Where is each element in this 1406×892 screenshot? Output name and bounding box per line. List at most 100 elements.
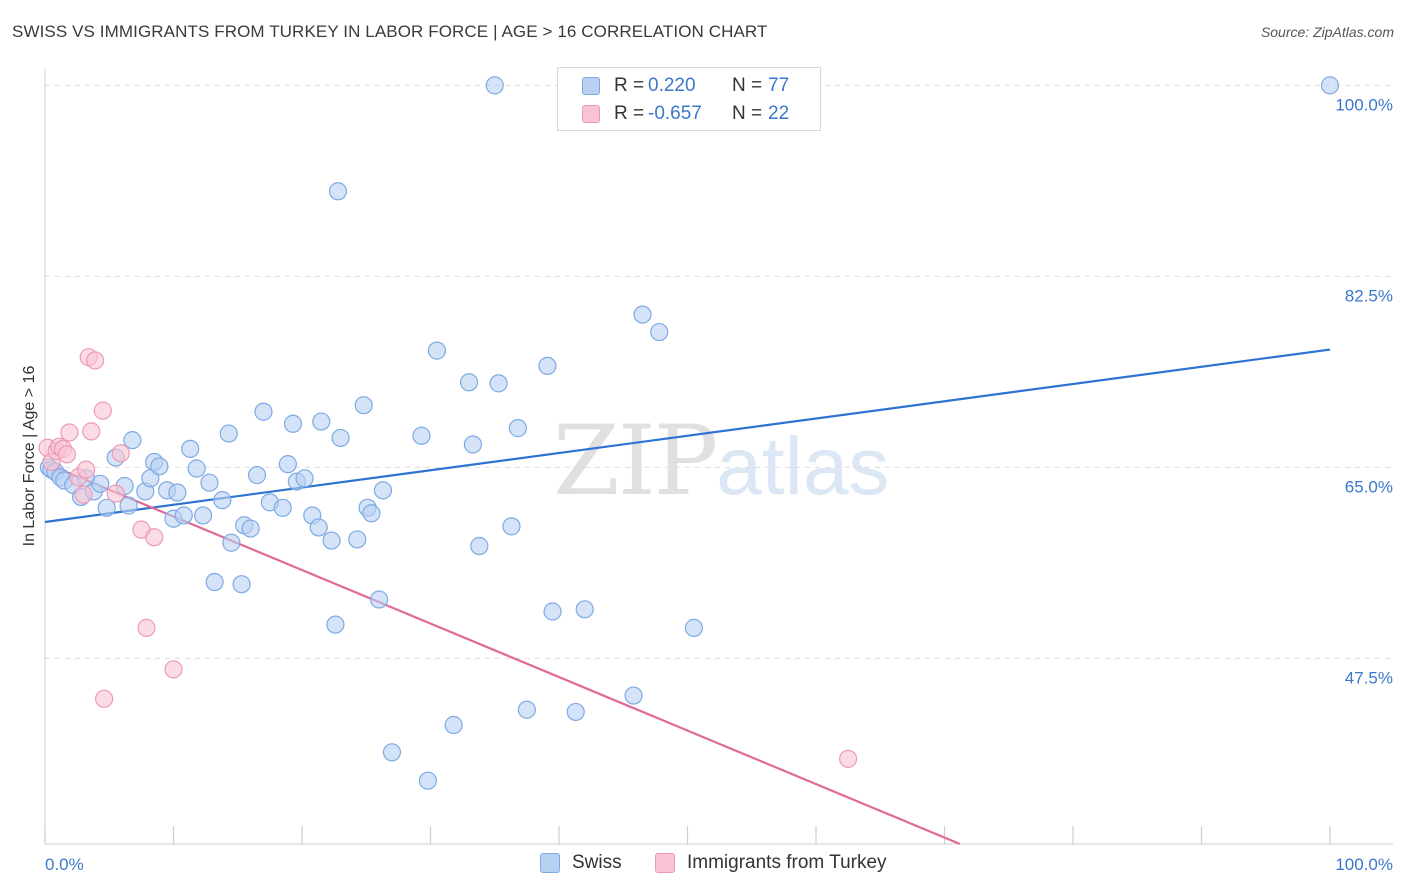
point-layer	[38, 76, 1340, 790]
swiss-point	[517, 700, 536, 719]
trend-layer	[44, 348, 1331, 846]
swiss-point	[150, 457, 169, 476]
y-tick-label: 65.0%	[1345, 477, 1393, 496]
swiss-point	[348, 530, 367, 549]
swiss-legend-swatch	[540, 853, 560, 873]
turkey-point	[57, 445, 76, 464]
swiss-trend-line	[44, 348, 1331, 524]
swiss-point	[633, 305, 652, 324]
swiss-point	[91, 474, 110, 493]
turkey-point	[74, 485, 93, 504]
swiss-point	[232, 575, 251, 594]
swiss-point	[459, 373, 479, 392]
swiss-point	[418, 771, 438, 790]
stats-legend-row-turkey: R = -0.657 N = 22	[582, 102, 789, 126]
turkey-point	[839, 749, 858, 768]
stats-legend-row-swiss: R = 0.220 N = 77	[582, 74, 789, 98]
swiss-point	[362, 504, 381, 523]
watermark-zip: ZIP	[553, 405, 718, 517]
turkey-point	[82, 422, 101, 441]
swiss-point	[508, 419, 527, 438]
legend-item-swiss[interactable]: Swiss	[540, 852, 622, 874]
swiss-point	[241, 519, 260, 538]
chart-title: SWISS VS IMMIGRANTS FROM TURKEY IN LABOR…	[12, 22, 768, 41]
axis-layer	[44, 69, 1393, 845]
stats-legend: R = 0.220 N = 77 R = -0.657 N = 22	[557, 67, 821, 131]
swiss-point	[331, 428, 350, 448]
turkey-point	[137, 618, 156, 637]
series-legend: Swiss Immigrants from Turkey	[0, 852, 1406, 878]
swiss-point	[222, 533, 241, 552]
turkey-point	[164, 660, 183, 679]
swiss-point	[119, 496, 138, 515]
r-label: R =	[614, 103, 645, 124]
turkey-point	[111, 444, 130, 463]
swiss-point	[1320, 76, 1340, 95]
turkey-trend-line	[44, 462, 961, 846]
y-axis-label: In Labor Force | Age > 16	[21, 365, 38, 547]
swiss-point	[174, 506, 193, 525]
n-value: 77	[768, 75, 790, 96]
swiss-point	[370, 590, 389, 609]
swiss-point	[373, 481, 393, 500]
swiss-point	[247, 465, 267, 485]
turkey-swatch	[582, 105, 600, 123]
swiss-point	[326, 615, 345, 634]
swiss-point	[543, 602, 562, 621]
swiss-point	[444, 715, 463, 735]
n-label: N =	[732, 103, 763, 124]
swiss-point	[322, 531, 341, 550]
swiss-point	[283, 414, 303, 433]
turkey-point	[93, 401, 112, 420]
y-tick-label: 100.0%	[1335, 95, 1393, 114]
swiss-point	[427, 341, 447, 360]
swiss-point	[566, 702, 585, 722]
swiss-point	[205, 572, 224, 592]
turkey-legend-swatch	[655, 853, 675, 873]
r-label: R =	[614, 75, 645, 96]
legend-label-turkey: Immigrants from Turkey	[687, 852, 887, 873]
y-tick-label: 82.5%	[1345, 286, 1393, 305]
r-value: -0.657	[648, 103, 702, 124]
y-tick-label: 47.5%	[1345, 668, 1393, 687]
turkey-point	[60, 423, 79, 442]
swiss-point	[354, 396, 373, 415]
swiss-point	[312, 412, 331, 431]
swiss-point	[123, 431, 142, 450]
swiss-point	[254, 402, 273, 421]
swiss-point	[278, 455, 297, 474]
swiss-point	[193, 506, 213, 525]
swiss-point	[219, 424, 238, 443]
swiss-swatch	[582, 77, 600, 95]
swiss-point	[538, 356, 557, 376]
swiss-point	[187, 459, 206, 478]
swiss-point	[624, 686, 643, 705]
r-value: 0.220	[648, 75, 696, 96]
swiss-point	[489, 374, 508, 393]
watermark-atlas: atlas	[716, 421, 890, 512]
turkey-point	[77, 460, 96, 479]
swiss-point	[273, 498, 292, 517]
turkey-point	[106, 484, 125, 503]
swiss-point	[200, 473, 219, 492]
legend-item-turkey[interactable]: Immigrants from Turkey	[655, 852, 887, 874]
swiss-point	[328, 182, 348, 201]
x-tick-label: 0.0%	[45, 855, 84, 874]
legend-label-swiss: Swiss	[572, 852, 622, 873]
swiss-point	[309, 518, 328, 537]
swiss-point	[684, 618, 704, 637]
source-label: Source: ZipAtlas.com	[1260, 24, 1394, 40]
swiss-point	[463, 435, 483, 454]
watermark: ZIPatlas	[553, 405, 889, 517]
swiss-point	[502, 517, 521, 536]
swiss-point	[575, 600, 594, 619]
swiss-point	[168, 483, 187, 502]
tick-label-layer: 47.5% 65.0% 82.5% 100.0% 0.0% 100.0%	[45, 95, 1393, 874]
turkey-point	[86, 351, 105, 370]
swiss-point	[97, 498, 116, 517]
grid-layer	[45, 84, 1393, 659]
swiss-point	[181, 439, 200, 458]
swiss-point	[485, 76, 504, 95]
swiss-point	[412, 426, 431, 445]
